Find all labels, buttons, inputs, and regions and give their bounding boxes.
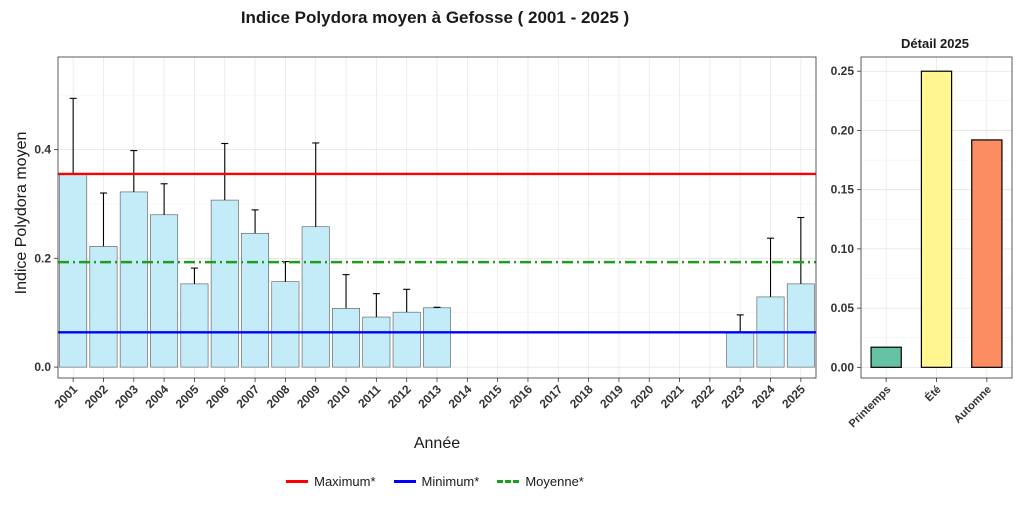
detail-x-tick-label-2: Été: [922, 383, 943, 404]
x-tick-label-2003: 2003: [112, 382, 141, 411]
legend-key-maximum: [286, 480, 309, 483]
detail-y-tick-label: 0.00: [831, 360, 855, 374]
x-tick-label-2016: 2016: [506, 382, 535, 411]
x-tick-label-2006: 2006: [203, 382, 232, 411]
bar-2009: [301, 226, 330, 368]
x-tick-label-2020: 2020: [628, 382, 657, 411]
legend: Maximum* Minimum* Moyenne*: [0, 474, 870, 489]
bar-2005: [180, 283, 209, 368]
legend-item-maximum: Maximum*: [286, 474, 376, 489]
x-tick-label-2015: 2015: [476, 382, 505, 411]
bar-2007: [241, 232, 270, 368]
bar-2003: [119, 191, 148, 368]
detail-y-tick-label: 0.05: [831, 301, 855, 315]
y-axis-title: Indice Polydora moyen: [13, 132, 30, 295]
detail-y-tick-label: 0.10: [831, 242, 855, 256]
detail-plot-panel: 0.00 0.05 0.10 0.15 0.20 0.25 Printemps Été Auto…: [831, 56, 1013, 431]
legend-item-minimum: Minimum*: [393, 474, 480, 489]
detail-chart-title: Détail 2025: [901, 36, 969, 51]
x-tick-label-2019: 2019: [597, 382, 626, 411]
x-tick-label-2009: 2009: [294, 382, 323, 411]
chart-title: Indice Polydora moyen à Gefosse ( 2001 -…: [240, 8, 630, 27]
detail-x-tick-label-3: Automne: [952, 384, 994, 426]
y-tick-label: 0.4: [34, 142, 51, 156]
detail-y-tick-label: 0.20: [831, 123, 855, 137]
y-tick-label: 0.2: [34, 251, 51, 265]
x-tick-label-2024: 2024: [749, 382, 778, 411]
bar-2002: [89, 246, 118, 368]
legend-label-minimum: Minimum*: [421, 474, 480, 489]
bar-2023: [726, 331, 755, 368]
legend-key-minimum: [393, 480, 416, 483]
x-tick-label-2005: 2005: [173, 382, 202, 411]
detail-bar-1: [870, 346, 902, 368]
x-tick-label-2018: 2018: [567, 382, 596, 411]
bar-2025: [786, 283, 815, 368]
legend-label-moyenne: Moyenne*: [525, 474, 584, 489]
y-tick-label: 0.0: [34, 360, 51, 374]
x-tick-label-2008: 2008: [264, 382, 293, 411]
x-tick-label-2002: 2002: [82, 382, 111, 411]
x-tick-label-2013: 2013: [415, 382, 444, 411]
x-tick-label-2025: 2025: [779, 382, 808, 411]
x-tick-label-2004: 2004: [142, 382, 171, 411]
legend-key-moyenne: [497, 480, 520, 483]
x-tick-label-2007: 2007: [233, 382, 262, 411]
x-tick-label-2017: 2017: [537, 382, 566, 411]
x-tick-label-2023: 2023: [719, 382, 748, 411]
x-axis-title: Année: [414, 435, 460, 452]
legend-label-maximum: Maximum*: [314, 474, 376, 489]
x-tick-label-2011: 2011: [355, 382, 384, 411]
bar-2010: [332, 308, 360, 368]
bar-2008: [271, 281, 300, 368]
x-tick-label-2010: 2010: [324, 382, 353, 411]
x-tick-label-2021: 2021: [658, 382, 687, 411]
bar-2004: [150, 214, 179, 368]
detail-y-tick-label: 0.25: [831, 64, 855, 78]
detail-bar-2: [920, 70, 953, 368]
detail-bar-3: [971, 139, 1003, 368]
bar-2006: [210, 199, 239, 368]
x-tick-label-2014: 2014: [446, 382, 475, 411]
legend-item-moyenne: Moyenne*: [497, 474, 584, 489]
bar-2001: [59, 173, 88, 368]
x-tick-label-2001: 2001: [51, 382, 80, 411]
x-tick-label-2012: 2012: [385, 382, 414, 411]
detail-x-tick-label-1: Printemps: [847, 384, 894, 431]
detail-y-tick-label: 0.15: [831, 183, 855, 197]
x-tick-label-2022: 2022: [688, 382, 717, 411]
bar-2013: [423, 307, 451, 368]
bar-2011: [362, 316, 391, 368]
bar-2012: [392, 311, 421, 368]
